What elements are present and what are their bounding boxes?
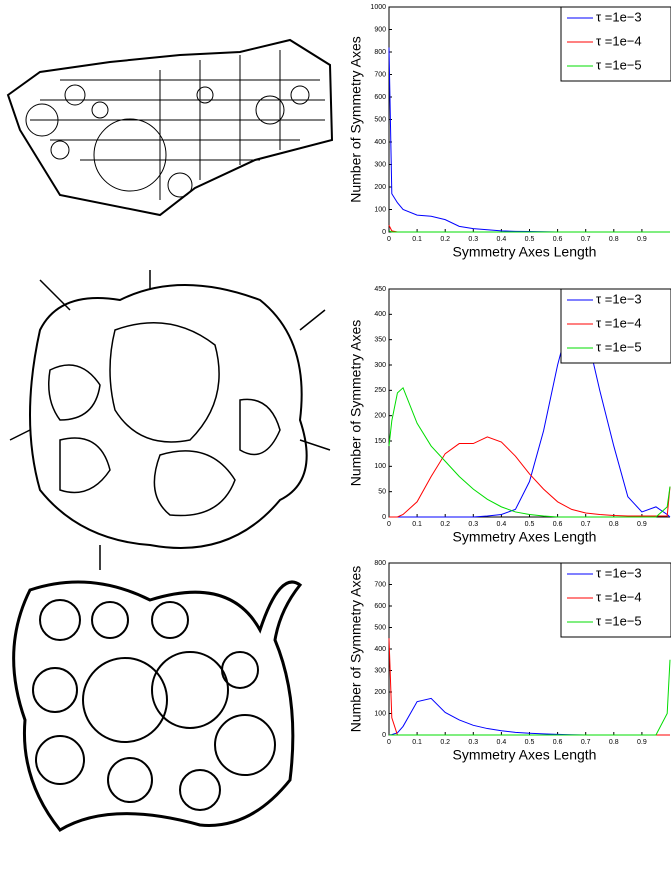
x-tick-label: 0 — [387, 521, 391, 528]
x-tick-label: 0.4 — [497, 739, 507, 746]
legend-label: τ =1e−5 — [596, 613, 642, 628]
y-tick-label: 500 — [374, 116, 386, 123]
chart: 0 50 100 150 200 250 300 350 400 450 0 0.1 0.2 0.3 0.4… — [348, 286, 671, 545]
y-axis-label: Number of Symmetry Axes — [348, 36, 364, 203]
x-tick-label: 0.8 — [609, 521, 619, 528]
series-line — [388, 697, 670, 736]
x-tick-label: 0.5 — [525, 739, 535, 746]
y-tick-label: 100 — [374, 463, 386, 470]
x-tick-label: 0.2 — [440, 521, 450, 528]
y-tick-label: 100 — [374, 206, 386, 213]
chart: 0 100 200 300 400 500 600 700 800 0 0.1 0.2 0.3 0.4 0.… — [348, 560, 671, 763]
y-tick-label: 200 — [374, 184, 386, 191]
x-tick-label: 0.3 — [468, 739, 478, 746]
x-tick-label: 0.4 — [497, 521, 507, 528]
y-tick-label: 400 — [374, 139, 386, 146]
y-tick-label: 1000 — [370, 4, 386, 11]
x-tick-label: 0.9 — [637, 521, 647, 528]
series-line — [388, 638, 670, 736]
y-axis-label: Number of Symmetry Axes — [348, 566, 364, 733]
x-tick-label: 0.3 — [468, 236, 478, 243]
legend-box — [560, 562, 671, 638]
y-tick-label: 600 — [374, 603, 386, 610]
x-tick-label: 0.7 — [581, 739, 591, 746]
legend-label: τ =1e−4 — [596, 589, 642, 604]
x-tick-label: 0.5 — [525, 236, 535, 243]
y-axis-label: Number of Symmetry Axes — [348, 320, 364, 487]
y-tick-label: 300 — [374, 667, 386, 674]
x-tick-label: 0.9 — [637, 739, 647, 746]
y-tick-label: 150 — [374, 438, 386, 445]
series-line — [389, 436, 671, 518]
y-tick-label: 300 — [374, 161, 386, 168]
mesh-image-3 — [12, 580, 303, 832]
legend-label: τ =1e−3 — [596, 9, 642, 24]
y-tick-label: 400 — [374, 646, 386, 653]
legend-box — [560, 6, 671, 82]
x-axis-label: Symmetry Axes Length — [453, 529, 597, 545]
x-axis-label: Symmetry Axes Length — [453, 244, 597, 260]
y-tick-label: 100 — [374, 710, 386, 717]
x-tick-label: 0.4 — [497, 236, 507, 243]
y-tick-label: 400 — [374, 311, 386, 318]
y-tick-label: 900 — [374, 26, 386, 33]
y-tick-label: 700 — [374, 71, 386, 78]
legend-label: τ =1e−3 — [596, 565, 642, 580]
y-tick-label: 250 — [374, 387, 386, 394]
series-line — [388, 230, 670, 233]
x-tick-label: 0.6 — [553, 521, 563, 528]
x-tick-label: 0.8 — [609, 236, 619, 243]
x-axis-label: Symmetry Axes Length — [453, 747, 597, 763]
legend-label: τ =1e−5 — [596, 57, 642, 72]
y-tick-label: 0 — [382, 732, 386, 739]
x-tick-label: 0.1 — [412, 521, 422, 528]
y-tick-label: 0 — [382, 229, 386, 236]
y-tick-label: 200 — [374, 413, 386, 420]
series-line — [389, 310, 671, 518]
y-tick-label: 300 — [374, 362, 386, 369]
legend-label: τ =1e−4 — [596, 315, 642, 330]
x-tick-label: 0.5 — [525, 521, 535, 528]
x-tick-label: 0.8 — [609, 739, 619, 746]
x-tick-label: 0.3 — [468, 521, 478, 528]
x-tick-label: 0.7 — [581, 521, 591, 528]
y-tick-label: 600 — [374, 94, 386, 101]
x-tick-label: 0.7 — [581, 236, 591, 243]
x-tick-label: 0.2 — [440, 739, 450, 746]
series-line — [388, 386, 671, 518]
x-tick-label: 0.2 — [440, 236, 450, 243]
y-tick-label: 500 — [374, 624, 386, 631]
y-tick-label: 350 — [374, 337, 386, 344]
y-tick-label: 0 — [382, 514, 386, 521]
y-tick-label: 700 — [374, 581, 386, 588]
legend-label: τ =1e−4 — [596, 33, 642, 48]
mesh-image-2 — [9, 270, 331, 570]
y-tick-label: 50 — [378, 489, 386, 496]
legend-label: τ =1e−3 — [596, 291, 642, 306]
x-tick-label: 0.6 — [553, 739, 563, 746]
x-tick-label: 0.1 — [412, 739, 422, 746]
series-line — [389, 659, 671, 736]
x-tick-label: 0.1 — [412, 236, 422, 243]
x-tick-label: 0.9 — [637, 236, 647, 243]
x-tick-label: 0.6 — [553, 236, 563, 243]
legend-label: τ =1e−5 — [596, 339, 642, 354]
mesh-image-1 — [6, 38, 334, 217]
y-tick-label: 800 — [374, 49, 386, 56]
chart: 0 100 200 300 400 500 600 700 800 900 1000 0 0.1 0.2 0… — [348, 4, 671, 260]
y-tick-label: 800 — [374, 560, 386, 567]
y-tick-label: 200 — [374, 689, 386, 696]
x-tick-label: 0 — [387, 739, 391, 746]
x-tick-label: 0 — [387, 236, 391, 243]
y-tick-label: 450 — [374, 286, 386, 293]
legend-box — [560, 288, 671, 364]
